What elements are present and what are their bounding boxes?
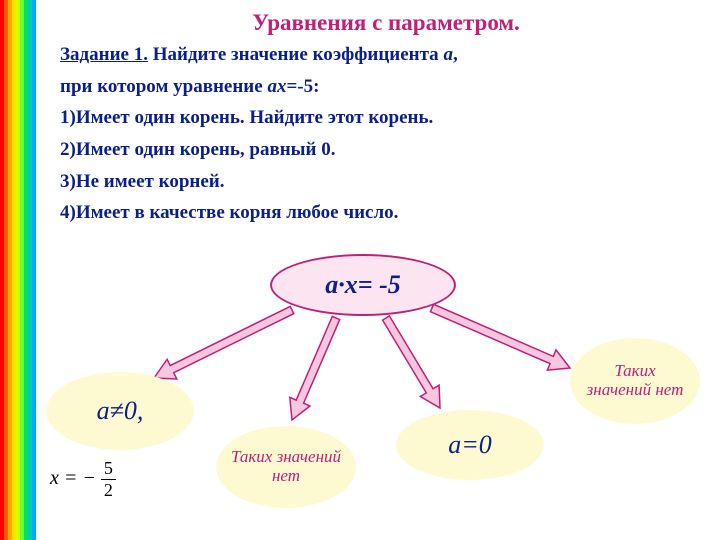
cond-line: при котором уравнение ах=-5: [60, 74, 712, 100]
arrow [430, 304, 570, 370]
task-var: а [443, 44, 453, 65]
fraction-den: 2 [101, 480, 116, 501]
task-line: Задание 1. Найдите значение коэффициента… [60, 42, 712, 68]
leaf-label: а=0 [448, 431, 492, 460]
cond-rhs: =-5: [286, 76, 319, 97]
task-label: Задание 1. [60, 44, 148, 65]
leaf-ellipse: Таких значений нет [570, 338, 700, 424]
content-area: Уравнения с параметром. Задание 1. Найди… [60, 0, 712, 226]
item-1: 1)Имеет один корень. Найдите этот корень… [60, 105, 712, 131]
arrow [154, 306, 294, 379]
page-title: Уравнения с параметром. [60, 10, 712, 36]
arrow [290, 316, 340, 420]
fraction-num: 5 [101, 458, 116, 480]
formula-prefix: x = − [50, 467, 96, 489]
solution-formula: x = − 5 2 [50, 458, 116, 501]
center-label: а·х= -5 [325, 271, 400, 300]
leaf-ellipse: а≠0, [46, 372, 194, 450]
item-3: 3)Не имеет корней. [60, 169, 712, 195]
item-2: 2)Имеет один корень, равный 0. [60, 137, 712, 163]
leaf-label: а≠0, [97, 397, 144, 426]
fraction: 5 2 [101, 458, 116, 501]
diagram-area: а·х= -5 x = − 5 2 а≠0, Таких значений нет… [36, 250, 720, 540]
leaf-label: Таких значений нет [570, 362, 700, 399]
rainbow-stripe [0, 0, 36, 540]
cond-lhs: ах [267, 76, 286, 97]
leaf-ellipse: Таких значений нет [216, 426, 356, 508]
task-tail: , [453, 44, 458, 65]
center-ellipse: а·х= -5 [270, 254, 456, 316]
leaf-ellipse: а=0 [396, 410, 544, 480]
leaf-label: Таких значений нет [216, 448, 356, 485]
item-4: 4)Имеет в качестве корня любое число. [60, 200, 712, 226]
task-rest: Найдите значение коэффициента [148, 44, 443, 65]
arrow [383, 316, 440, 408]
cond-text: при котором уравнение [60, 76, 267, 97]
